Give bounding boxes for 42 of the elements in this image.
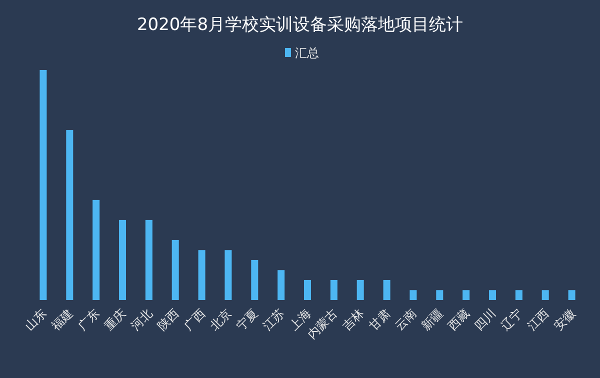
x-tick-label: 河北 (128, 306, 156, 334)
bar (172, 240, 179, 300)
bar (304, 280, 311, 300)
bar (330, 280, 338, 300)
x-tick-label: 吉林 (340, 306, 366, 334)
x-tick-label: 江苏 (260, 306, 288, 334)
x-tick-label: 四川 (472, 306, 499, 334)
bar (251, 260, 258, 300)
x-tick-label: 重庆 (102, 306, 129, 334)
x-tick-label: 甘肃 (366, 306, 393, 334)
bar (410, 290, 417, 300)
bar (383, 280, 390, 300)
bar (489, 290, 496, 300)
bar (224, 250, 232, 300)
bar (568, 290, 576, 300)
x-tick-label: 西藏 (445, 306, 472, 334)
x-tick-label: 广西 (181, 306, 208, 334)
bar (66, 130, 74, 300)
x-tick-label: 宁夏 (234, 306, 261, 334)
bar (145, 220, 152, 300)
x-tick-label: 江西 (524, 306, 552, 334)
bar (515, 290, 522, 300)
x-tick-label: 广东 (75, 306, 102, 334)
bar (542, 290, 549, 300)
x-tick-label: 新疆 (418, 306, 446, 334)
x-tick-label: 云南 (392, 306, 420, 334)
bar (462, 290, 470, 300)
bar (278, 270, 285, 300)
x-tick-label: 山东 (22, 306, 50, 334)
x-tick-label: 安徽 (551, 306, 578, 334)
bar (356, 280, 364, 300)
x-tick-label: 福建 (48, 306, 76, 334)
bar (119, 220, 126, 300)
x-tick-label: 北京 (207, 306, 234, 334)
chart-title: 2020年8月学校实训设备采购落地项目统计 (136, 15, 464, 35)
legend-label: 汇总 (295, 46, 319, 60)
x-tick-label: 辽宁 (498, 306, 526, 334)
x-tick-label: 陕西 (154, 306, 182, 334)
bar (198, 250, 206, 300)
bar (40, 70, 47, 300)
bar (436, 290, 444, 300)
bar (92, 200, 100, 300)
